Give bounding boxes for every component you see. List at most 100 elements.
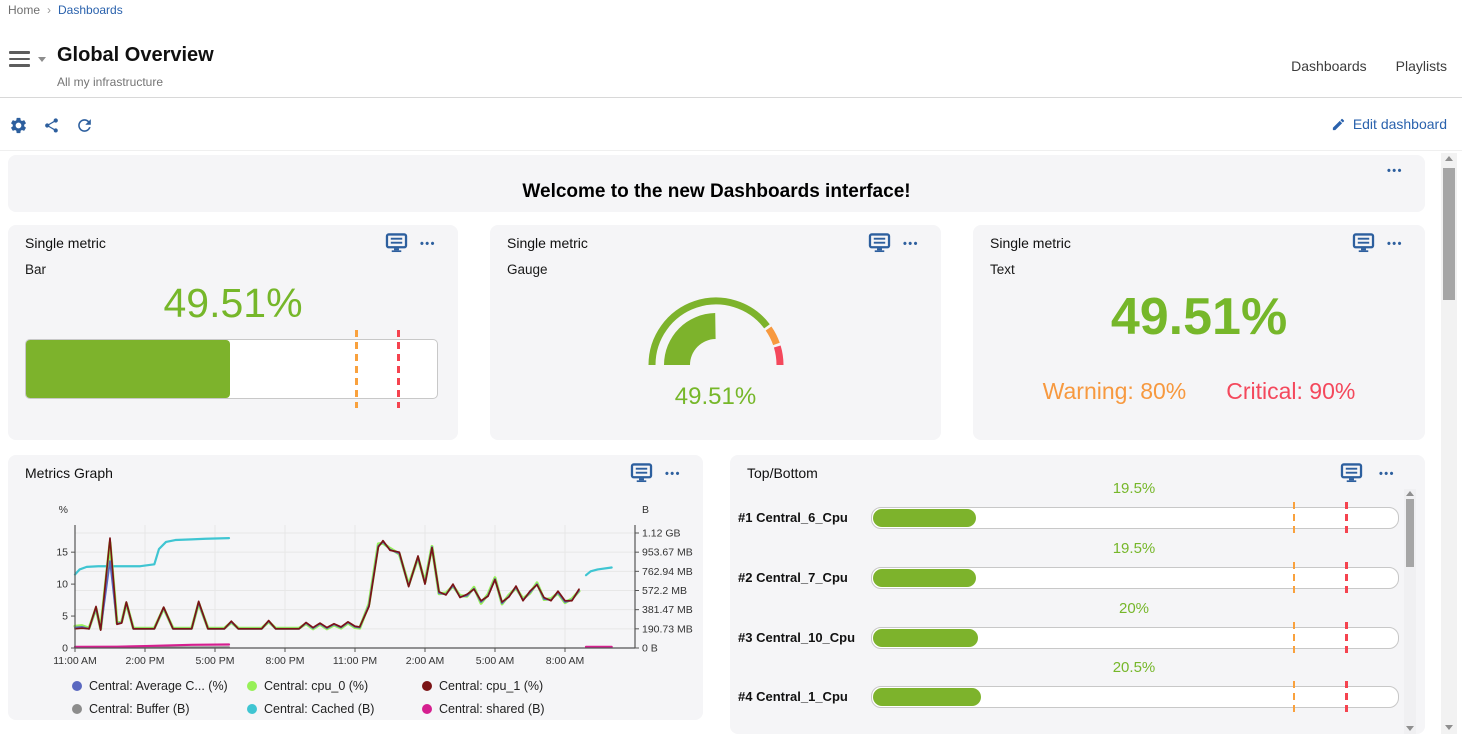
widget-more-menu[interactable]: ••• <box>902 238 919 250</box>
warning-threshold-text: Warning: 80% <box>1042 378 1187 404</box>
see-resource-monitor-icon[interactable] <box>630 463 653 488</box>
settings-gear-icon[interactable] <box>9 116 28 135</box>
single-metric-bar-widget: Single metric ••• Bar 49.51% <box>8 225 458 440</box>
row-bar-track <box>871 502 1399 534</box>
see-resource-monitor-icon[interactable] <box>1340 463 1363 488</box>
row-bar-fill <box>873 509 976 527</box>
tab-dashboards[interactable]: Dashboards <box>1291 58 1367 74</box>
scroll-down-icon[interactable] <box>1445 725 1453 730</box>
toolbar-divider <box>0 150 1462 151</box>
legend-item[interactable]: Central: cpu_0 (%) <box>247 679 368 693</box>
dashboard-toolbar <box>9 114 94 136</box>
metrics-graph-widget: Metrics Graph ••• 0 5 10 15 0 B 190.73 MB 381.… <box>8 455 703 720</box>
widget-subtitle: Bar <box>25 262 47 277</box>
breadcrumb-home-link[interactable]: Home <box>8 3 41 17</box>
y-right-tick-label: 953.67 MB <box>642 547 693 559</box>
top-bottom-widget: Top/Bottom ••• 19.5% #1 Central_6_Cpu 19.5… <box>730 455 1425 734</box>
x-tick-label: 2:00 AM <box>406 655 445 667</box>
legend-item[interactable]: Central: cpu_1 (%) <box>422 679 543 693</box>
chevron-down-icon[interactable] <box>38 57 46 62</box>
breadcrumb-dashboards-link[interactable]: Dashboards <box>58 3 123 17</box>
welcome-banner-title: Welcome to the new Dashboards interface! <box>522 181 911 202</box>
warning-threshold-line <box>1292 561 1296 594</box>
x-tick-label: 5:00 AM <box>476 655 515 667</box>
widget-more-menu[interactable]: ••• <box>419 238 436 250</box>
row-value-label: 20.5% <box>1112 659 1156 677</box>
legend-color-dot <box>422 681 432 691</box>
breadcrumb-separator-icon: › <box>47 3 52 17</box>
scroll-down-icon[interactable] <box>1406 726 1414 731</box>
edit-dashboard-button[interactable]: Edit dashboard <box>1331 116 1447 132</box>
row-resource-label: #2 Central_7_Cpu <box>738 569 848 585</box>
widget-more-menu[interactable]: ••• <box>1378 468 1395 480</box>
legend-item[interactable]: Central: Buffer (B) <box>72 702 190 716</box>
critical-threshold-line <box>1345 502 1348 534</box>
row-resource-label: #3 Central_10_Cpu <box>738 629 856 645</box>
series-line <box>584 566 613 577</box>
widget-subtitle: Gauge <box>507 262 548 277</box>
dashboard-list-menu-icon[interactable] <box>9 51 30 67</box>
legend-label: Central: cpu_1 (%) <box>439 679 544 693</box>
x-tick-label: 8:00 AM <box>546 655 585 667</box>
gauge-arc <box>765 326 780 346</box>
critical-threshold-text: Critical: 90% <box>1226 378 1356 404</box>
metric-bar <box>25 330 438 408</box>
series-line <box>74 541 580 631</box>
scrollbar-thumb[interactable] <box>1443 168 1455 300</box>
y-right-tick-label: 762.94 MB <box>642 566 693 578</box>
see-resource-monitor-icon[interactable] <box>1352 233 1375 258</box>
row-bar-fill <box>873 568 976 587</box>
welcome-banner-widget: Welcome to the new Dashboards interface!… <box>8 155 1425 212</box>
metric-bar-fill <box>26 340 231 398</box>
gauge-arc <box>773 345 784 366</box>
see-resource-monitor-icon[interactable] <box>385 233 408 258</box>
critical-threshold-line <box>1345 561 1348 594</box>
legend-item[interactable]: Central: shared (B) <box>422 702 545 716</box>
x-tick-label: 5:00 PM <box>195 655 234 667</box>
legend-label: Central: Buffer (B) <box>89 702 190 716</box>
row-bar-fill <box>873 688 981 707</box>
legend-color-dot <box>247 704 257 714</box>
series-line <box>73 537 231 576</box>
gauge-chart <box>648 297 784 366</box>
widget-more-menu[interactable]: ••• <box>664 468 681 480</box>
widget-more-menu[interactable]: ••• <box>1386 238 1403 250</box>
legend-item[interactable]: Central: Average C... (%) <box>72 679 228 693</box>
legend-color-dot <box>72 704 82 714</box>
y-right-axis-unit: B <box>642 504 649 516</box>
warning-threshold-line <box>355 330 359 408</box>
y-left-tick-label: 15 <box>56 547 68 559</box>
legend-item[interactable]: Central: Cached (B) <box>247 702 374 716</box>
scroll-up-icon[interactable] <box>1406 491 1414 496</box>
legend-label: Central: Cached (B) <box>264 702 375 716</box>
refresh-icon[interactable] <box>75 116 94 135</box>
share-icon[interactable] <box>43 117 60 134</box>
legend-label: Central: Average C... (%) <box>89 679 228 693</box>
tab-playlists[interactable]: Playlists <box>1395 58 1447 74</box>
see-resource-monitor-icon[interactable] <box>868 233 891 258</box>
widget-more-menu[interactable]: ••• <box>1386 165 1403 177</box>
y-right-tick-label: 572.2 MB <box>642 585 687 597</box>
scroll-up-icon[interactable] <box>1445 156 1453 161</box>
row-bar-fill <box>873 628 979 647</box>
legend-label: Central: shared (B) <box>439 702 545 716</box>
pencil-icon <box>1332 118 1344 130</box>
series-line <box>73 643 231 648</box>
y-right-tick-label: 190.73 MB <box>642 623 693 635</box>
x-tick-label: 11:00 PM <box>333 655 377 667</box>
widget-scrollbar[interactable] <box>1404 489 1416 734</box>
critical-threshold-line <box>1345 621 1348 654</box>
x-tick-label: 8:00 PM <box>265 655 304 667</box>
row-value-label: 19.5% <box>1112 539 1156 557</box>
gauge-fill <box>664 313 716 365</box>
gauge-arc <box>648 297 770 366</box>
edit-dashboard-label: Edit dashboard <box>1352 116 1447 132</box>
row-value-label: 19.5% <box>1112 480 1156 497</box>
scrollbar-thumb[interactable] <box>1406 499 1414 567</box>
y-right-tick-label: 0 B <box>642 643 658 655</box>
legend-color-dot <box>422 704 432 714</box>
page-scrollbar[interactable] <box>1441 153 1457 734</box>
y-left-tick-label: 0 <box>62 643 68 655</box>
single-metric-text-widget: Single metric ••• Text 49.51% Warning: 8… <box>973 225 1425 440</box>
